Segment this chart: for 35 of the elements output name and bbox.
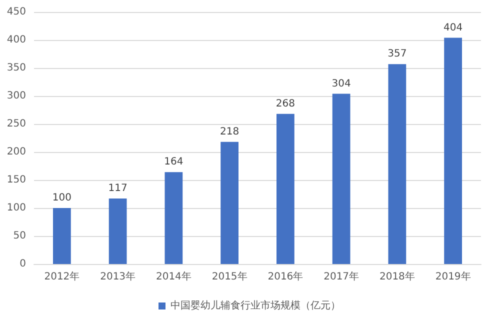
y-tick-label: 450 [6,6,26,18]
y-tick-label: 400 [6,34,26,46]
legend-label: 中国婴幼儿辅食行业市场规模（亿元） [170,300,340,312]
y-tick-label: 100 [6,202,26,214]
y-tick-label: 150 [6,174,26,186]
data-label: 100 [52,192,72,204]
y-tick-label: 300 [6,90,26,102]
x-tick-label: 2014年 [156,270,192,282]
data-label: 304 [332,78,351,90]
data-label: 404 [444,22,463,34]
data-label: 268 [276,98,295,110]
data-label: 117 [108,182,128,194]
x-tick-label: 2013年 [100,270,136,282]
data-label: 164 [164,156,184,168]
data-label: 218 [220,126,240,138]
y-tick-label: 50 [13,230,26,242]
x-tick-label: 2018年 [379,270,415,282]
data-label: 357 [388,48,407,60]
y-tick-label: 250 [6,118,26,130]
bar [276,114,294,264]
x-tick-label: 2017年 [324,270,360,282]
y-tick-label: 200 [6,146,26,158]
x-tick-label: 2015年 [212,270,248,282]
bar [388,64,406,264]
bar [444,38,462,264]
bar [164,172,183,264]
bar [220,142,239,264]
bar [108,198,127,264]
y-tick-label: 0 [20,258,26,270]
bar [53,208,71,264]
bar [332,94,350,264]
x-tick-label: 2012年 [44,270,80,282]
x-tick-label: 2016年 [268,270,304,282]
y-tick-label: 350 [6,62,26,74]
x-tick-label: 2019年 [435,270,471,282]
